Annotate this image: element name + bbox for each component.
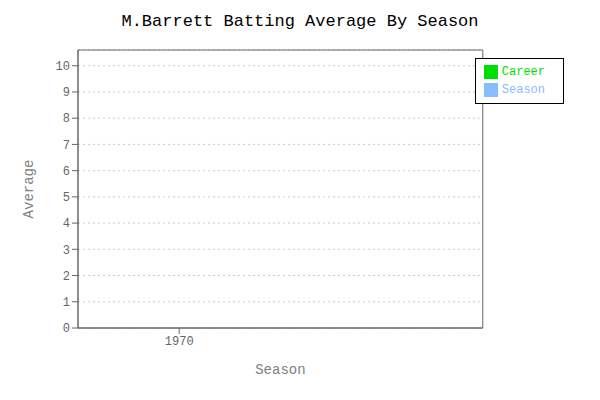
svg-text:0: 0 — [63, 322, 70, 336]
svg-text:6: 6 — [63, 165, 70, 179]
svg-text:Season: Season — [255, 362, 305, 378]
svg-text:10: 10 — [56, 60, 70, 74]
svg-text:4: 4 — [63, 217, 70, 231]
svg-text:1: 1 — [63, 296, 70, 310]
svg-text:2: 2 — [63, 270, 70, 284]
svg-text:5: 5 — [63, 191, 70, 205]
html-text:Season: Season — [501, 83, 545, 97]
svg-text:8: 8 — [63, 112, 70, 126]
html-text:M.Barrett Batting Average By S: M.Barrett Batting Average By Season — [121, 12, 479, 31]
svg-text:9: 9 — [63, 86, 70, 100]
svg-text:7: 7 — [63, 139, 70, 153]
html-text:Career: Career — [501, 65, 545, 79]
svg-text:Average: Average — [21, 160, 37, 219]
svg-text:1970: 1970 — [165, 335, 194, 349]
svg-text:3: 3 — [63, 244, 70, 258]
